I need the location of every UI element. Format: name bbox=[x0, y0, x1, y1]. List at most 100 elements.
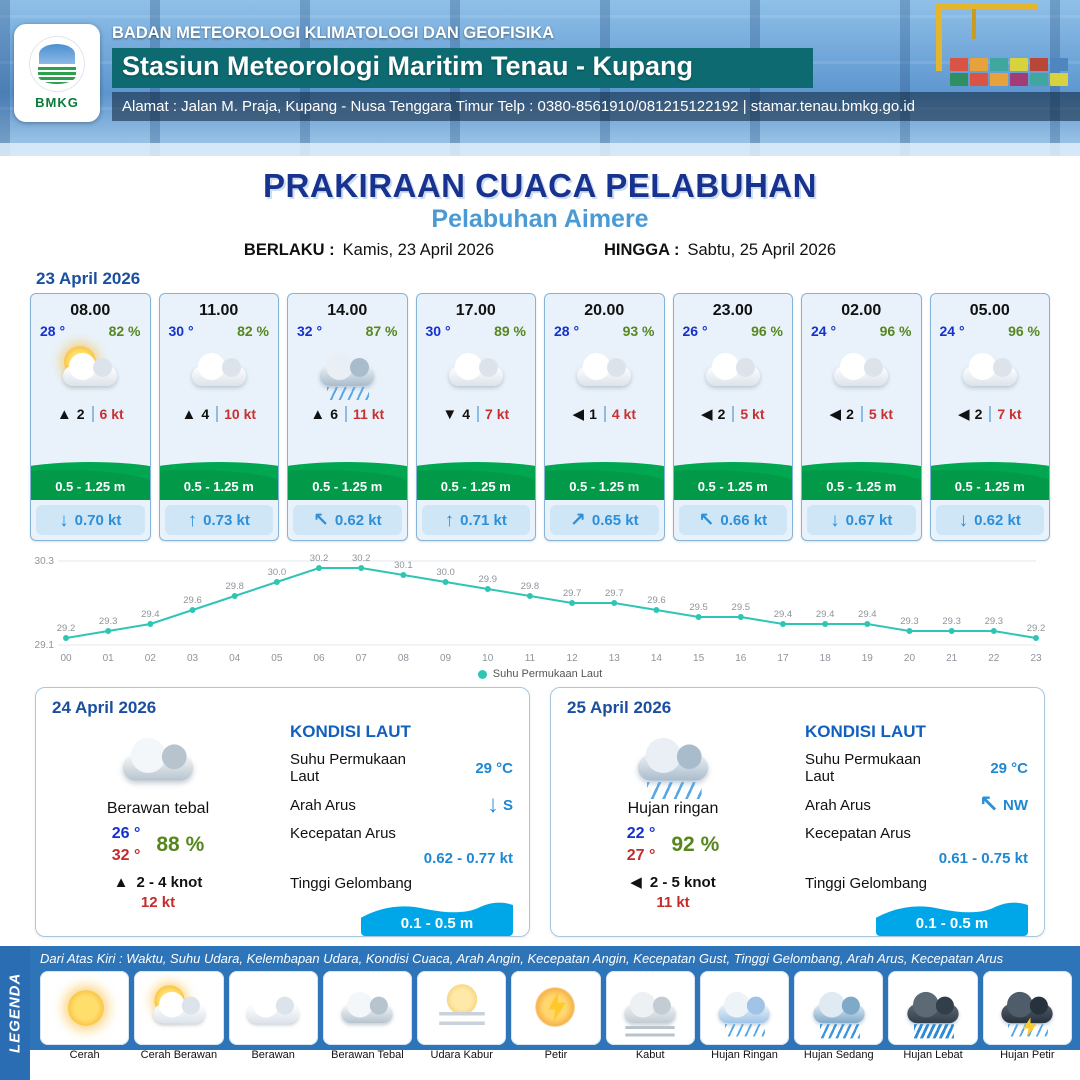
svg-text:12: 12 bbox=[567, 653, 579, 664]
legend-item-label: Hujan Petir bbox=[1000, 1049, 1055, 1061]
legend-icon-box bbox=[417, 971, 507, 1045]
wave-height: 0.5 - 1.25 m bbox=[55, 479, 126, 494]
daily-forecast-row: 24 April 2026 Berawan tebal 26 ° 32 ° 88… bbox=[35, 687, 1045, 937]
current-row: ↑ 0.71 kt bbox=[421, 505, 530, 535]
legend-weather-icon bbox=[49, 980, 121, 1037]
chart-legend-dot-icon bbox=[477, 669, 487, 679]
daily-forecast-card: 24 April 2026 Berawan tebal 26 ° 32 ° 88… bbox=[35, 687, 530, 937]
svg-text:19: 19 bbox=[862, 653, 874, 664]
legend-item: Berawan Tebal bbox=[322, 971, 413, 1061]
wind-speed: 2 bbox=[846, 406, 854, 422]
wind-row: ◀ 1 4 kt bbox=[545, 401, 664, 427]
svg-text:29.2: 29.2 bbox=[57, 623, 76, 634]
current-row: ↓ 0.70 kt bbox=[36, 505, 145, 535]
gust-speed: 5 kt bbox=[860, 406, 893, 422]
legend-item-label: Petir bbox=[544, 1049, 568, 1061]
current-speed: 0.71 kt bbox=[460, 511, 507, 529]
svg-text:21: 21 bbox=[946, 653, 958, 664]
current-direction-icon: ↖ bbox=[698, 509, 715, 531]
svg-text:29.7: 29.7 bbox=[563, 588, 582, 599]
daily-date: 24 April 2026 bbox=[52, 698, 157, 717]
air-temperature: 24 ° bbox=[939, 323, 965, 339]
wind-direction-icon: ▲ bbox=[181, 405, 197, 423]
legend-icon-box bbox=[322, 971, 413, 1045]
legend-weather-icon bbox=[331, 980, 403, 1037]
legend-item: Udara Kabur bbox=[417, 971, 507, 1061]
svg-text:05: 05 bbox=[271, 653, 283, 664]
forecast-time: 20.00 bbox=[584, 302, 625, 319]
svg-text:29.5: 29.5 bbox=[689, 602, 708, 613]
daily-humidity: 92 % bbox=[671, 833, 720, 856]
current-speed-label: Kecepatan Arus bbox=[290, 825, 396, 842]
forecast-time: 02.00 bbox=[841, 302, 882, 319]
svg-text:29.6: 29.6 bbox=[183, 595, 202, 606]
wave-shape-icon bbox=[361, 902, 513, 936]
legend-weather-icon bbox=[897, 980, 969, 1039]
air-temperature: 28 ° bbox=[40, 323, 66, 339]
svg-text:13: 13 bbox=[609, 653, 621, 664]
humidity: 96 % bbox=[751, 323, 783, 339]
forecast-time: 14.00 bbox=[327, 302, 368, 319]
svg-text:29.8: 29.8 bbox=[521, 581, 540, 592]
sea-conditions-heading: KONDISI LAUT bbox=[805, 722, 926, 741]
svg-text:30.2: 30.2 bbox=[352, 553, 371, 564]
svg-text:15: 15 bbox=[693, 653, 705, 664]
current-row: ↖ 0.62 kt bbox=[293, 505, 402, 535]
wave-height: 0.5 - 1.25 m bbox=[312, 479, 383, 494]
weather-icon-area bbox=[417, 339, 536, 401]
main-content: PRAKIRAAN CUACA PELABUHAN Pelabuhan Aime… bbox=[0, 156, 1080, 946]
current-direction-icon: ↗ bbox=[569, 509, 586, 531]
svg-text:30.0: 30.0 bbox=[268, 567, 287, 578]
svg-text:29.6: 29.6 bbox=[647, 595, 666, 606]
current-direction-icon: ↑ bbox=[187, 509, 198, 531]
daily-wave-height: 0.1 - 0.5 m bbox=[400, 915, 474, 932]
wind-direction-icon: ▲ bbox=[310, 405, 326, 423]
wind-speed-range: 2 - 4 knot bbox=[136, 874, 203, 891]
crane-illustration bbox=[936, 4, 1038, 71]
temp-humidity-row: 30 ° 89 % bbox=[417, 323, 536, 339]
weather-condition-icon bbox=[181, 340, 257, 400]
legend-item: Cerah Berawan bbox=[134, 971, 224, 1061]
legend-weather-icon bbox=[237, 980, 309, 1037]
wave-height-band: 0.5 - 1.25 m bbox=[416, 458, 535, 500]
current-direction-icon: ↓ bbox=[958, 509, 969, 531]
svg-text:01: 01 bbox=[103, 653, 115, 664]
sea-conditions: KONDISI LAUT Suhu Permukaan Laut 29 °C A… bbox=[779, 718, 1028, 936]
forecast-card: 20.00 28 ° 93 % ◀ 1 4 kt 0.5 - 1.25 m bbox=[544, 293, 665, 541]
legend-weather-icon bbox=[991, 980, 1063, 1037]
sst-chart: 30.329.129.20029.30129.40229.60329.80430… bbox=[35, 553, 1046, 664]
svg-text:17: 17 bbox=[777, 653, 789, 664]
svg-text:16: 16 bbox=[735, 653, 747, 664]
chart-legend: Suhu Permukaan Laut bbox=[30, 667, 1050, 681]
hourly-forecast-row: 08.00 28 ° 82 % ▲ 2 6 kt 0.5 - 1.25 m bbox=[30, 293, 1050, 541]
wind-speed: 2 bbox=[974, 406, 983, 422]
valid-from: BERLAKU : Kamis, 23 April 2026 bbox=[244, 239, 494, 261]
legend-item: Hujan Lebat bbox=[888, 971, 978, 1061]
chart-legend-label: Suhu Permukaan Laut bbox=[492, 668, 603, 680]
legend-item-label: Hujan Sedang bbox=[803, 1049, 874, 1061]
svg-text:29.3: 29.3 bbox=[985, 616, 1004, 627]
wind-row: ▲ 2 6 kt bbox=[31, 401, 150, 427]
svg-text:29.3: 29.3 bbox=[900, 616, 919, 627]
legend-icon-box bbox=[134, 971, 224, 1045]
svg-text:02: 02 bbox=[145, 653, 157, 664]
daily-weather-icon bbox=[109, 721, 208, 799]
gust-speed: 7 kt bbox=[477, 406, 509, 422]
legend-icon-box bbox=[699, 971, 790, 1045]
forecast-time: 11.00 bbox=[199, 302, 239, 319]
air-temperature: 26 ° bbox=[682, 323, 708, 339]
gust-speed: 5 kt bbox=[732, 406, 764, 422]
sea-conditions: KONDISI LAUT Suhu Permukaan Laut 29 °C A… bbox=[264, 718, 513, 936]
wave-height-label: Tinggi Gelombang bbox=[805, 875, 928, 892]
weather-condition-icon bbox=[952, 340, 1028, 400]
current-direction-label: Arah Arus bbox=[805, 796, 871, 814]
svg-text:09: 09 bbox=[440, 653, 452, 664]
legend-icon-box bbox=[228, 971, 318, 1045]
daily-forecast-card: 25 April 2026 Hujan ringan 22 ° 27 ° 92 … bbox=[550, 687, 1045, 937]
svg-text:29.7: 29.7 bbox=[605, 588, 624, 599]
forecast-date: 23 April 2026 bbox=[36, 269, 141, 288]
temp-humidity-row: 26 ° 96 % bbox=[674, 323, 793, 339]
daily-weather-summary: Hujan ringan 22 ° 27 ° 92 % ◀ 2 - 5 knot bbox=[567, 718, 779, 936]
daily-date: 25 April 2026 bbox=[567, 698, 672, 717]
wave-height: 0.5 - 1.25 m bbox=[440, 479, 511, 494]
